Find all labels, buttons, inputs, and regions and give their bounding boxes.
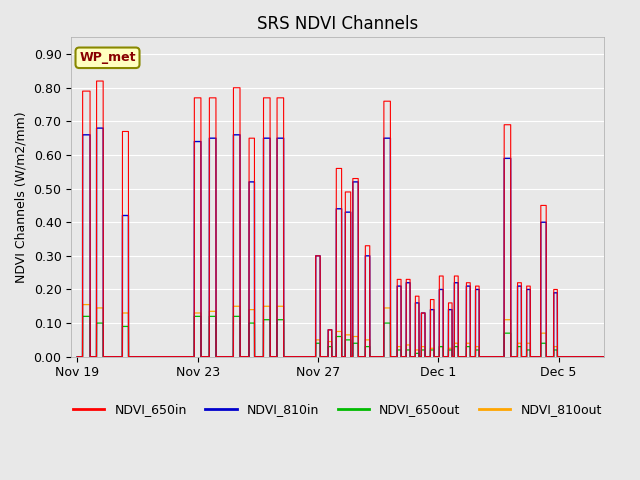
Y-axis label: NDVI Channels (W/m2/mm): NDVI Channels (W/m2/mm) bbox=[15, 111, 28, 283]
Title: SRS NDVI Channels: SRS NDVI Channels bbox=[257, 15, 418, 33]
Text: WP_met: WP_met bbox=[79, 51, 136, 64]
Legend: NDVI_650in, NDVI_810in, NDVI_650out, NDVI_810out: NDVI_650in, NDVI_810in, NDVI_650out, NDV… bbox=[68, 398, 607, 421]
